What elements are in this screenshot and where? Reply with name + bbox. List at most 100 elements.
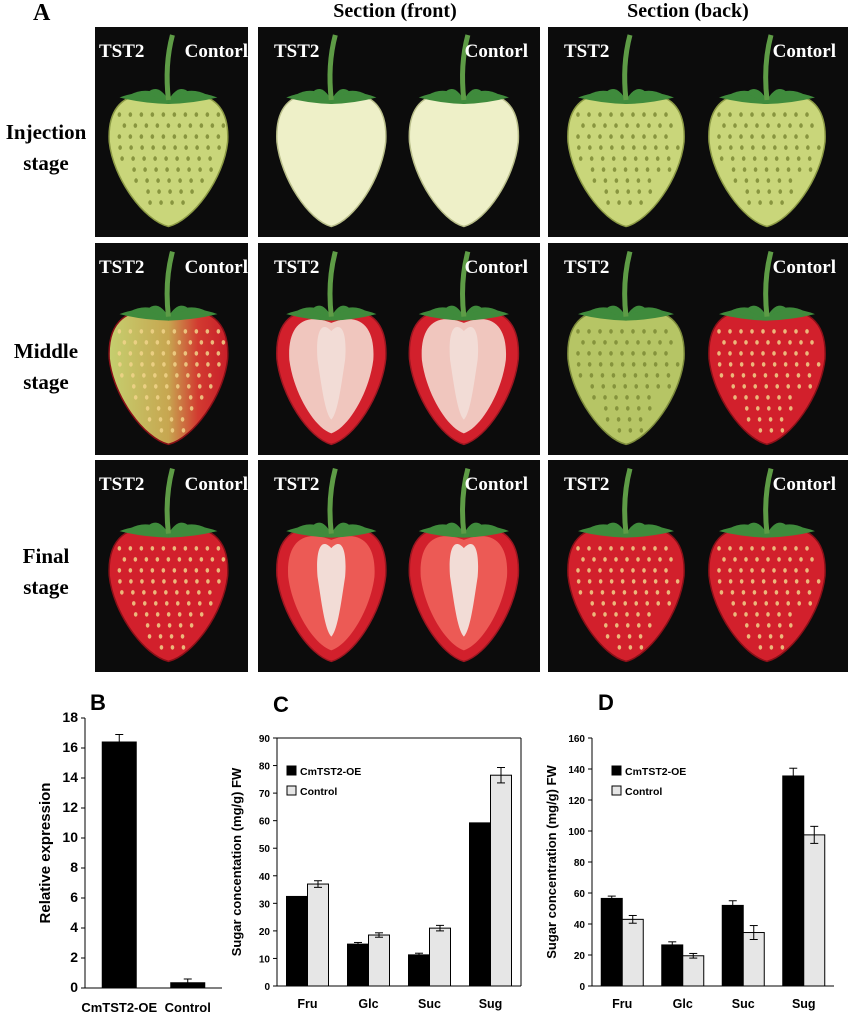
strawberry-seed xyxy=(757,634,762,639)
panel-d-letter: D xyxy=(598,690,614,715)
strawberry-seed xyxy=(761,351,765,356)
strawberry-seed xyxy=(183,329,188,334)
strawberry-seed xyxy=(208,590,212,595)
strawberry-seed xyxy=(667,167,672,172)
strawberry-seed xyxy=(221,557,226,562)
y-tick-label: 10 xyxy=(259,954,271,965)
strawberry-seed xyxy=(166,395,171,400)
strawberry-seed xyxy=(128,546,133,551)
strawberry-seed xyxy=(656,384,661,389)
strawberry-seed xyxy=(170,645,175,650)
calyx-leaf xyxy=(147,89,169,104)
strawberry-seed xyxy=(620,579,625,584)
strawberry-seed xyxy=(180,634,185,639)
strawberry-seed xyxy=(183,546,188,551)
y-tick-label: 0 xyxy=(579,982,585,993)
strawberry-seed xyxy=(128,351,133,356)
strawberry-seed xyxy=(747,200,751,205)
strawberry-seed xyxy=(199,123,204,128)
strawberry-seed xyxy=(206,579,210,584)
legend-label: Control xyxy=(625,786,662,798)
strawberry-seed xyxy=(626,189,631,194)
strawberry-seed xyxy=(128,134,133,139)
strawberry-seed xyxy=(143,167,147,172)
strawberry-seed xyxy=(766,623,771,628)
strawberry-seed xyxy=(180,417,185,422)
strawberry-seed xyxy=(601,167,606,172)
strawberry-seed xyxy=(773,145,777,150)
strawberry-seed xyxy=(620,362,625,367)
strawberry-seed xyxy=(796,590,801,595)
strawberry-seed xyxy=(592,178,597,183)
strawberry-seed xyxy=(131,373,135,378)
strawberry-seed xyxy=(623,384,628,389)
legend-swatch xyxy=(611,765,622,776)
strawberry-seed xyxy=(636,178,641,183)
strawberry-seed xyxy=(150,351,155,356)
control-label: Contorl xyxy=(184,41,248,62)
strawberry-seed xyxy=(642,351,646,356)
calyx-leaf xyxy=(168,526,218,538)
strawberry-seed xyxy=(120,373,124,378)
strawberry-seed xyxy=(122,340,127,345)
strawberry-seed xyxy=(628,645,633,650)
strawberry-seed xyxy=(216,112,221,117)
strawberry-seed xyxy=(611,373,616,378)
control-label: Contorl xyxy=(184,257,248,278)
strawberry-seed xyxy=(589,156,594,161)
y-tick-label: 8 xyxy=(70,859,78,875)
strawberry-seed xyxy=(810,557,814,562)
strawberry-seed xyxy=(184,145,188,150)
bar xyxy=(408,954,430,987)
strawberry-seed xyxy=(744,395,748,400)
strawberry-seed xyxy=(614,406,619,411)
strawberry-seed xyxy=(155,123,160,128)
strawberry-seed xyxy=(631,351,635,356)
strawberry-seed xyxy=(777,612,781,617)
strawberry-seed xyxy=(642,329,646,334)
strawberry-seed xyxy=(744,623,749,628)
strawberry-seed xyxy=(167,178,171,183)
strawberry-seed xyxy=(176,167,180,172)
strawberry-seed xyxy=(199,557,204,562)
control-label: Contorl xyxy=(772,257,836,278)
strawberry-seed xyxy=(785,156,790,161)
calyx-leaf xyxy=(767,93,815,104)
tst2-label: TST2 xyxy=(564,257,610,278)
y-tick-label: 40 xyxy=(259,872,271,883)
strawberry-seed xyxy=(205,568,210,573)
strawberry-seed xyxy=(785,590,790,595)
strawberry-seed xyxy=(216,351,221,356)
strawberry-seed xyxy=(739,568,743,573)
strawberry-seed xyxy=(589,590,594,595)
strawberry-seed xyxy=(656,601,661,606)
strawberry-seed xyxy=(151,362,155,367)
tst2-label: TST2 xyxy=(564,41,610,62)
control-label: Contorl xyxy=(464,257,528,278)
strawberry-seed xyxy=(780,200,784,205)
strawberry-seed xyxy=(131,384,136,389)
strawberry-seed xyxy=(614,623,619,628)
tst2-label: TST2 xyxy=(274,41,320,62)
strawberry-seed xyxy=(717,134,721,139)
strawberry-seed xyxy=(627,417,632,422)
y-tick-label: 50 xyxy=(259,844,271,855)
strawberry-seed xyxy=(603,395,607,400)
strawberry-seed xyxy=(777,178,782,183)
strawberry-seed xyxy=(208,384,213,389)
strawberry-seed xyxy=(631,362,636,367)
strawberry-seed xyxy=(644,156,649,161)
strawberry-seed xyxy=(587,134,591,139)
strawberry-seed xyxy=(217,579,221,584)
strawberry-seed xyxy=(172,329,177,334)
strawberry-seed xyxy=(746,634,751,639)
strawberry-seed xyxy=(159,428,164,433)
strawberry-seed xyxy=(159,200,163,205)
strawberry-seed xyxy=(179,189,183,194)
strawberry-seed xyxy=(134,178,138,183)
strawberry-seed xyxy=(576,112,580,117)
strawberry-fruit xyxy=(567,93,685,228)
bar xyxy=(101,741,137,989)
strawberry-seed xyxy=(655,156,660,161)
strawberry-seed xyxy=(717,351,721,356)
